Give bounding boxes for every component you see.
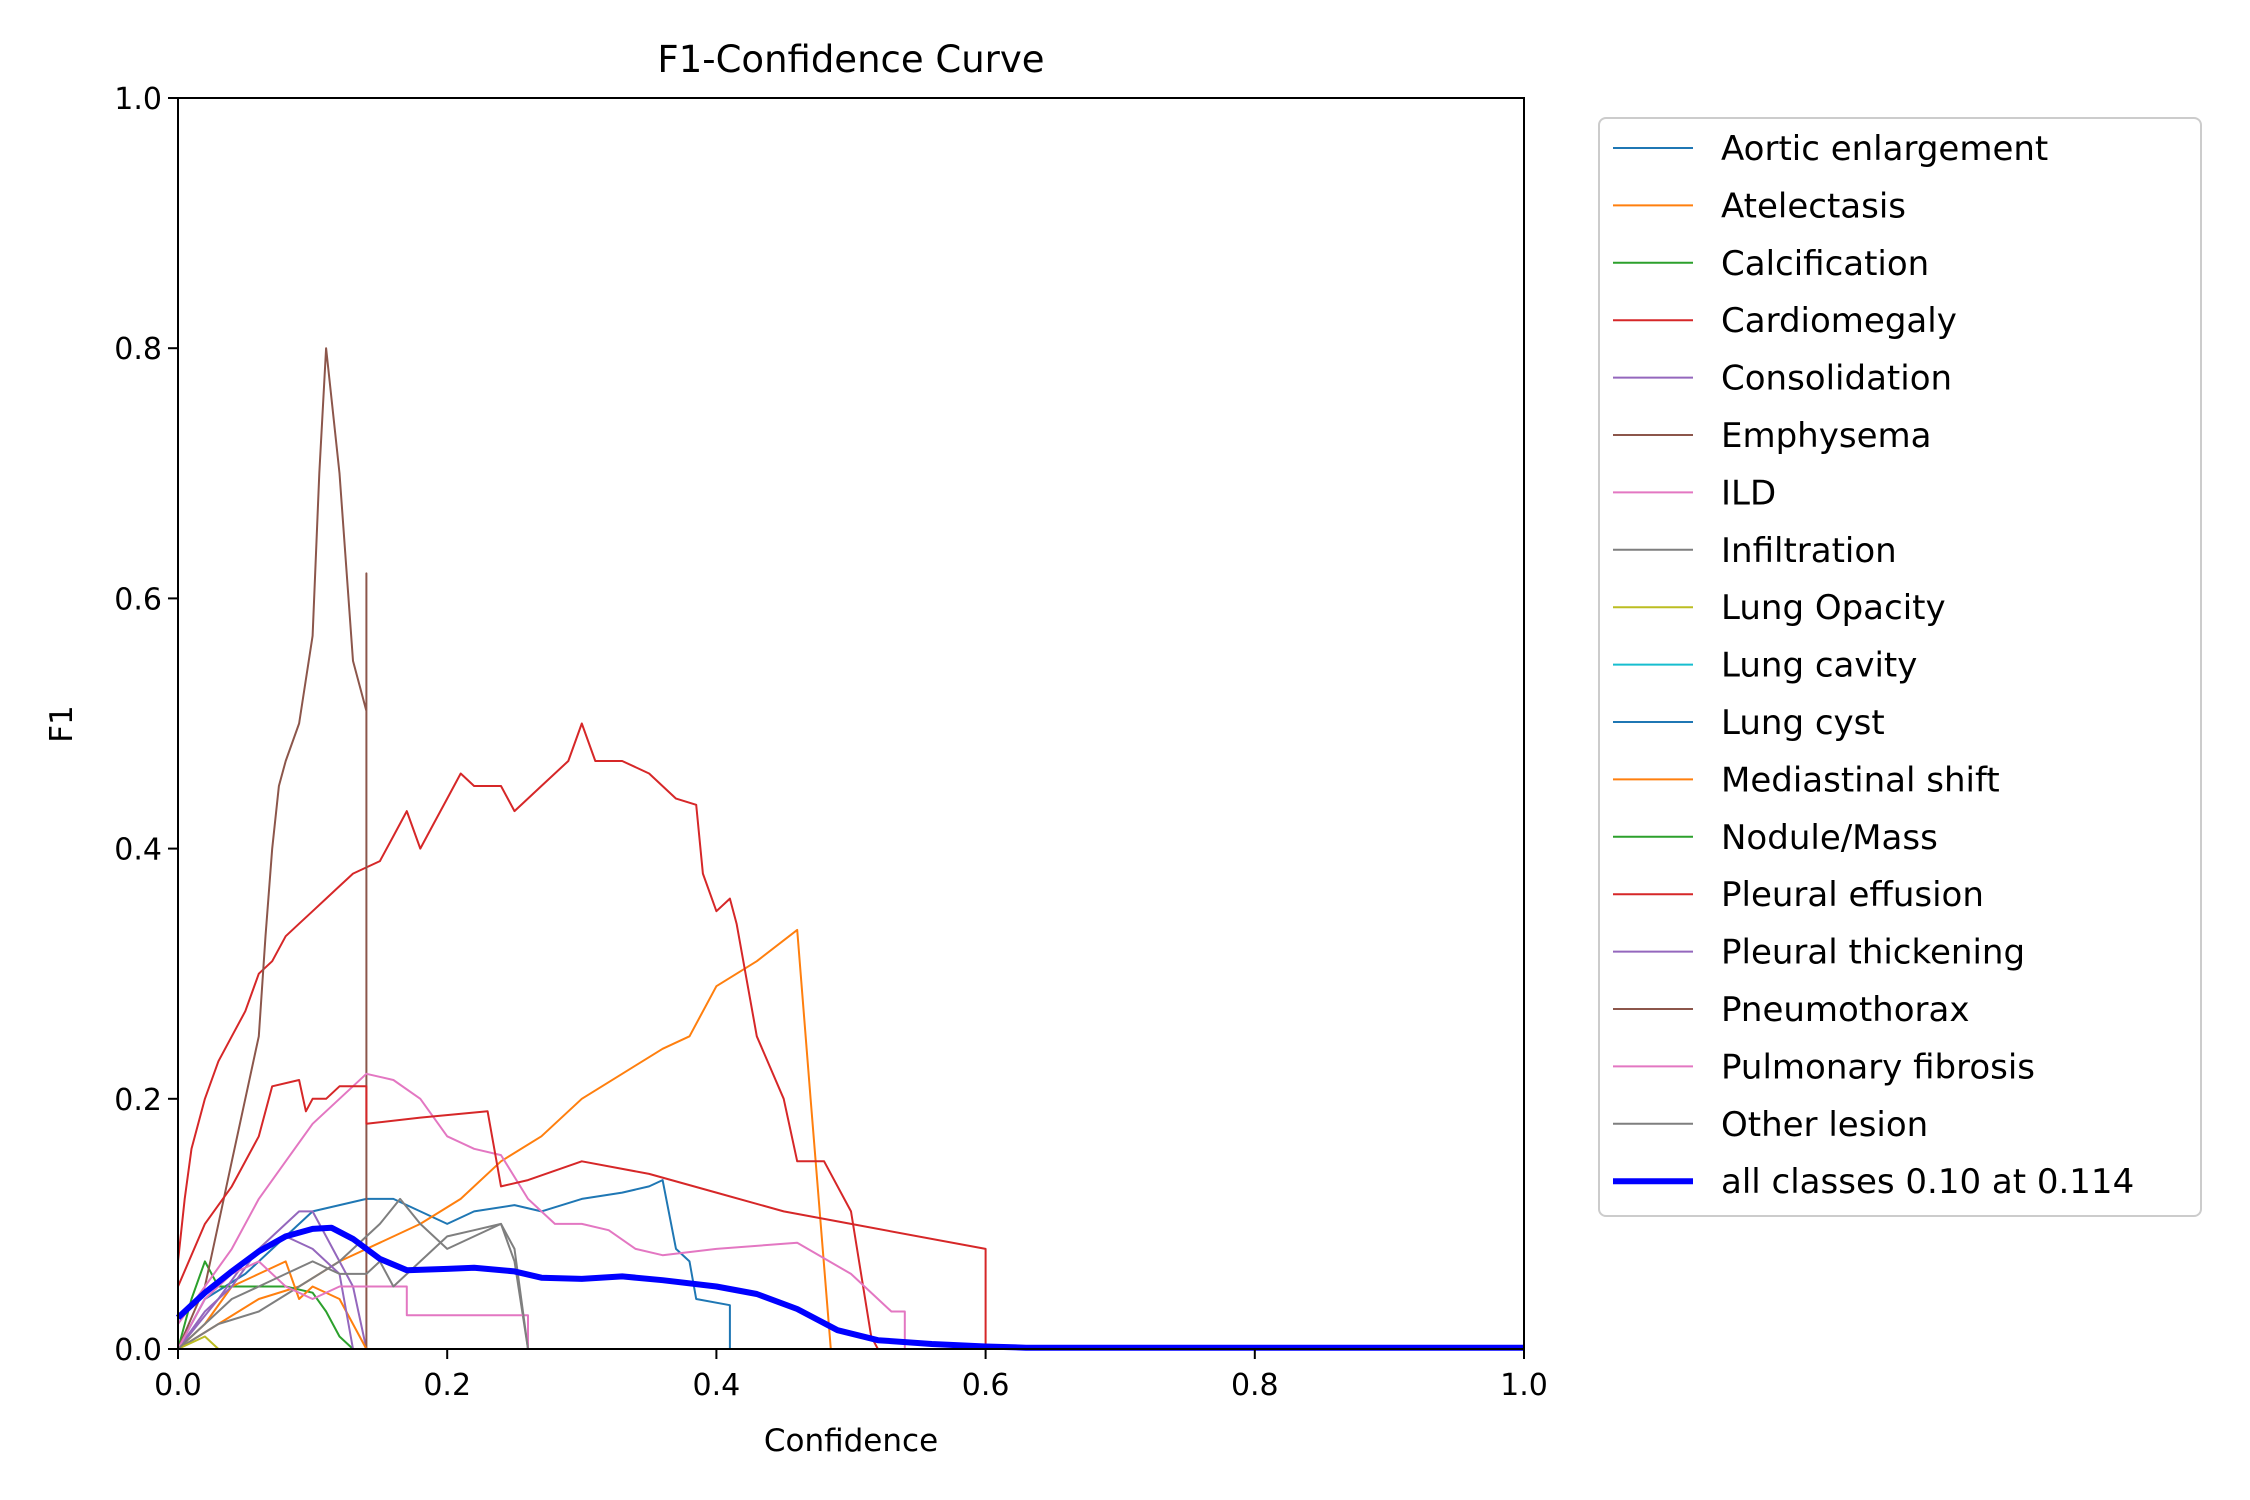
y-tick-label: 0.0 <box>114 1333 162 1368</box>
legend-label: Nodule/Mass <box>1721 818 1938 858</box>
legend-label: Lung cavity <box>1721 646 1917 686</box>
y-tick-label: 0.6 <box>114 582 162 617</box>
legend-label: Calcification <box>1721 244 1929 284</box>
series-line-11 <box>177 1260 368 1350</box>
legend-label: Infiltration <box>1721 531 1897 571</box>
legend-items: Aortic enlargement Atelectasis Calcificati… <box>1613 129 2134 1202</box>
x-axis-label: Confidence <box>764 1423 938 1459</box>
y-axis-label: F1 <box>44 705 80 743</box>
x-tick-label: 0.2 <box>423 1368 471 1403</box>
series-line-5 <box>177 347 368 1350</box>
y-tick-label: 0.2 <box>114 1083 162 1118</box>
chart-title: F1-Confidence Curve <box>657 38 1044 81</box>
plot-area-lines <box>175 347 1524 1351</box>
y-tick-label: 1.0 <box>114 82 162 117</box>
series-line-2 <box>177 1260 354 1350</box>
legend-label: Pulmonary fibrosis <box>1721 1047 2035 1087</box>
y-axis-ticks: 0.0 0.2 0.4 0.6 0.8 1.0 <box>114 82 178 1368</box>
legend-label: Consolidation <box>1721 359 1952 399</box>
series-line-3 <box>177 722 879 1350</box>
legend-label: Mediastinal shift <box>1721 760 2000 800</box>
legend-label: Atelectasis <box>1721 186 1906 226</box>
legend-label: Other lesion <box>1721 1105 1928 1145</box>
legend-frame <box>1598 117 2202 1217</box>
x-tick-label: 1.0 <box>1500 1368 1548 1403</box>
legend-label: Cardiomegaly <box>1721 301 1957 341</box>
legend-label: Pneumothorax <box>1721 990 1969 1030</box>
legend-label: Lung Opacity <box>1721 588 1946 628</box>
y-tick-label: 0.4 <box>114 833 162 868</box>
legend: Aortic enlargement Atelectasis Calcificati… <box>1598 117 2202 1217</box>
series-line-18 <box>175 1224 1524 1351</box>
series-line-17 <box>177 1222 529 1350</box>
x-axis-ticks: 0.0 0.2 0.4 0.6 0.8 1.0 <box>154 1349 1548 1403</box>
x-tick-label: 0.6 <box>962 1368 1010 1403</box>
plot-frame <box>177 97 1525 1350</box>
legend-label: Lung cyst <box>1721 703 1885 743</box>
series-line-8 <box>177 1335 220 1350</box>
legend-label: ILD <box>1721 473 1776 513</box>
legend-label: Aortic enlargement <box>1721 129 2048 169</box>
x-tick-label: 0.4 <box>693 1368 741 1403</box>
series-line-6 <box>177 1072 906 1349</box>
series-line-0 <box>177 1179 731 1350</box>
legend-label: Emphysema <box>1721 416 1931 456</box>
legend-label: Pleural effusion <box>1721 875 1984 915</box>
legend-label: Pleural thickening <box>1721 933 2025 973</box>
legend-label: all classes 0.10 at 0.114 <box>1721 1162 2134 1202</box>
series-line-16 <box>177 1260 529 1350</box>
y-tick-label: 0.8 <box>114 332 162 367</box>
x-tick-label: 0.0 <box>154 1368 202 1403</box>
x-tick-label: 0.8 <box>1231 1368 1279 1403</box>
series-line-13 <box>177 1079 987 1349</box>
